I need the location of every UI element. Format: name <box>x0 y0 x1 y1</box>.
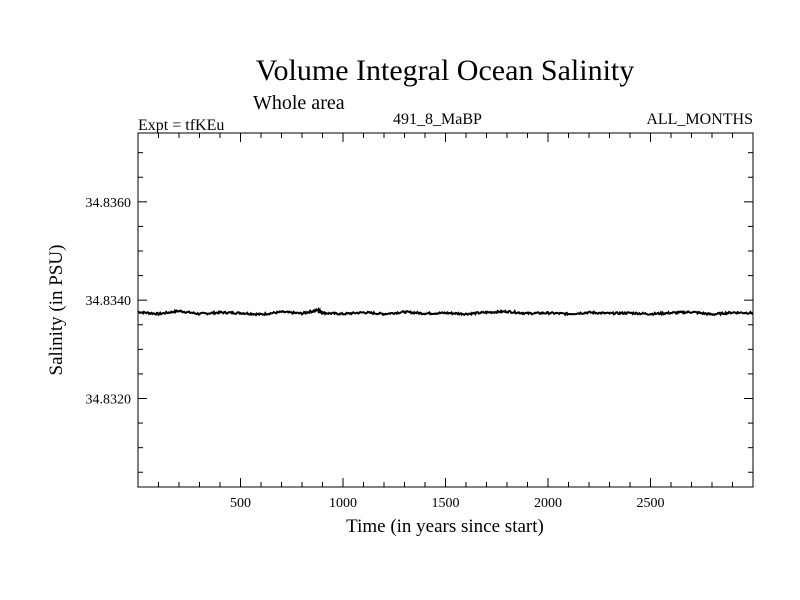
y-tick-label: 34.8360 <box>86 196 132 211</box>
chart-title: Volume Integral Ocean Salinity <box>255 54 635 87</box>
y-tick-label: 34.8320 <box>86 393 132 408</box>
salinity-series-line <box>137 306 754 317</box>
y-axis-label: Salinity (in PSU) <box>46 245 67 376</box>
run-id-label: 491_8_MaBP <box>393 111 482 128</box>
x-tick-label: 2500 <box>637 496 665 511</box>
y-tick-label: 34.8340 <box>86 294 132 309</box>
chart-subtitle: Whole area <box>253 92 345 114</box>
x-tick-label: 1500 <box>432 496 460 511</box>
x-tick-label: 2000 <box>534 496 562 511</box>
plot-frame <box>137 132 754 488</box>
months-label: ALL_MONTHS <box>646 111 753 128</box>
axis-ticks <box>138 133 753 487</box>
x-tick-label: 1000 <box>329 496 357 511</box>
x-tick-label: 500 <box>230 496 251 511</box>
axis-tick-labels: 500 1000 1500 2000 2500 34.8320 34.8340 34.8360 <box>86 196 665 511</box>
x-axis-label: Time (in years since start) <box>346 516 544 537</box>
experiment-label: Expt = tfKEu <box>138 117 225 134</box>
